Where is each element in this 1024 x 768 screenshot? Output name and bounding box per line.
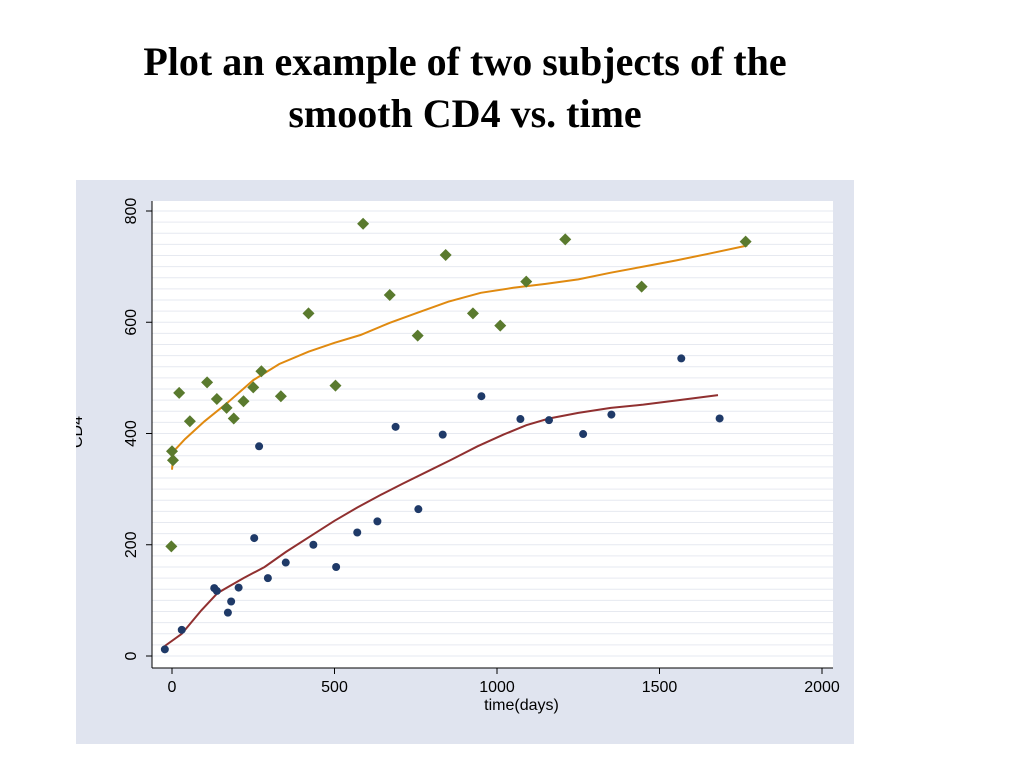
diamond-point	[220, 401, 233, 414]
circle-point	[373, 517, 382, 526]
circle-point	[438, 430, 447, 439]
circle-point	[353, 528, 362, 537]
circle-point	[281, 558, 290, 567]
diamond-point	[739, 235, 752, 248]
diamond-point	[329, 379, 342, 392]
slide-title-line-1: Plot an example of two subjects of the	[143, 39, 787, 84]
diamond-point	[247, 381, 260, 394]
y-tick-label: 400	[123, 420, 140, 447]
circle-point	[332, 563, 341, 571]
y-tick-label: 600	[123, 309, 140, 336]
circle-point	[391, 422, 400, 431]
diamond-point	[210, 393, 223, 406]
y-axis-label: CD4	[76, 416, 86, 448]
circle-point	[227, 597, 236, 606]
circle-point	[255, 442, 264, 451]
diamond-point	[166, 445, 178, 458]
x-tick-label: 500	[321, 679, 348, 696]
cd4-chart: 0 500 1000 1500 2000 0 200 400 600 800 time(days)…	[69, 198, 840, 714]
diamond-point	[166, 454, 179, 467]
x-tick-label: 1500	[642, 679, 678, 696]
diamond-point	[357, 217, 370, 230]
circle-point	[516, 415, 525, 424]
axes: 0 500 1000 1500 2000 0 200 400 600 800	[123, 198, 840, 696]
grid-lines	[152, 210, 833, 657]
x-axis-label: time(days)	[484, 697, 559, 714]
series-layer	[160, 217, 752, 654]
circle-point	[607, 410, 616, 419]
circle-point	[545, 416, 553, 425]
plot-area	[152, 201, 833, 668]
circle-point	[715, 414, 724, 423]
diamond-point	[466, 307, 479, 320]
circle-point	[177, 625, 186, 634]
x-tick-label: 2000	[804, 679, 840, 696]
diamond-point	[183, 415, 196, 428]
diamond-point	[274, 390, 287, 403]
x-tick-label: 0	[168, 679, 177, 696]
circle-point	[677, 354, 686, 363]
diamond-point	[173, 386, 186, 399]
diamond-point	[411, 329, 424, 342]
diamond-point	[559, 233, 572, 246]
diamond-point	[237, 395, 250, 408]
slide-title: Plot an example of two subjects of the s…	[0, 36, 930, 140]
smooth-line-1	[171, 244, 748, 470]
circle-point	[212, 586, 221, 595]
smooth-line-3	[164, 394, 719, 647]
diamond-point	[201, 376, 214, 389]
diamond-point	[520, 275, 533, 288]
diamond-point	[255, 365, 268, 378]
circle-point	[223, 608, 232, 617]
circle-point	[477, 392, 486, 401]
circle-point	[234, 583, 243, 592]
y-tick-label: 0	[123, 651, 140, 660]
diamond-point	[383, 288, 396, 301]
diamond-point	[302, 307, 315, 320]
chart-panel: 0 500 1000 1500 2000 0 200 400 600 800 time(days)…	[69, 180, 854, 744]
circle-point	[579, 430, 588, 439]
diamond-point	[439, 248, 452, 261]
slide-title-line-2: smooth CD4 vs. time	[288, 91, 642, 136]
circle-point	[263, 574, 272, 583]
diamond-point	[227, 412, 240, 425]
circle-point	[250, 534, 259, 543]
circle-point	[414, 505, 423, 514]
x-tick-label: 1000	[479, 679, 515, 696]
diamond-point	[165, 540, 178, 553]
diamond-point	[635, 280, 648, 293]
y-tick-label: 200	[123, 531, 140, 558]
circle-point	[160, 645, 169, 654]
diamond-point	[494, 319, 507, 332]
y-tick-label: 800	[123, 198, 140, 225]
circle-point	[309, 540, 318, 549]
